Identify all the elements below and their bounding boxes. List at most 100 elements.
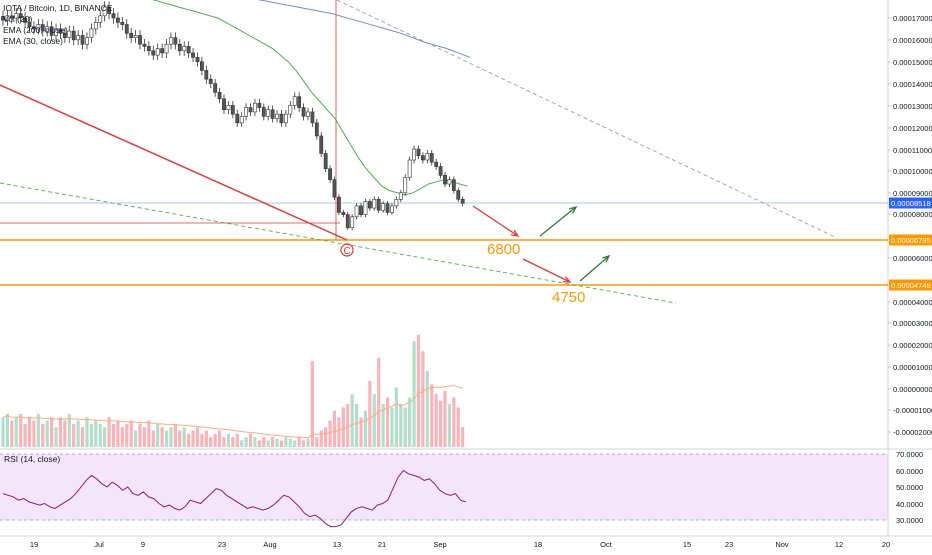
candle-body (27, 22, 32, 28)
volume-bar (438, 400, 443, 447)
time-axis-label: 15 (683, 540, 691, 549)
candle-body (80, 35, 85, 45)
candle-body (155, 48, 160, 56)
marker-c-circle (340, 243, 354, 257)
price-axis-label: 0.00015000 (893, 58, 932, 67)
volume-bar (262, 437, 266, 447)
green-arrow-2 (579, 255, 610, 282)
red-arrow-1 (472, 205, 519, 237)
support-tag-lower-bg (889, 279, 932, 291)
price-axis-label: 0.00006000 (893, 254, 932, 263)
candle-body (226, 105, 231, 111)
volume-bar (151, 430, 155, 447)
volume-bar (355, 404, 359, 447)
candle-body (257, 102, 262, 108)
candle-body (416, 148, 421, 156)
candle-body (164, 43, 169, 54)
volume-bar (1, 417, 5, 447)
rsi-axis-label: 40.0000 (896, 500, 923, 509)
candle-body (85, 37, 89, 45)
candle-body (279, 113, 284, 124)
volume-ma-line (2, 384, 463, 439)
rsi-axis: 70.0000 60.0000 50.0000 40.0000 30.0000 (896, 450, 923, 525)
volume-bar (368, 381, 372, 447)
candle-body (230, 105, 235, 115)
green-arrow-2-head (602, 254, 611, 263)
volume-bar (204, 430, 208, 447)
legend-vol: Vol (20) (3, 14, 33, 24)
candle-body (36, 24, 41, 30)
candle-body (40, 24, 45, 32)
candle-body (248, 107, 253, 113)
candle-body (261, 107, 266, 117)
volume-bar (10, 420, 14, 447)
volume-bar (138, 423, 142, 447)
candle-body (244, 107, 249, 117)
volume-bar (447, 404, 452, 447)
volume-bar (430, 384, 434, 447)
candle-body (328, 168, 332, 180)
candle-body (213, 83, 218, 93)
time-axis-label: 13 (333, 540, 341, 549)
candle-body (310, 111, 315, 124)
green-dashed-trendline (0, 182, 677, 304)
volume-bar (178, 430, 182, 447)
time-axis-label: 21 (378, 540, 386, 549)
candle-body (195, 57, 200, 62)
volume-bar (213, 433, 217, 447)
volume-bar (19, 414, 23, 447)
candle-body (270, 109, 275, 119)
candle-body (45, 26, 50, 32)
candle-body (460, 199, 465, 204)
volume-bar (58, 417, 63, 447)
candle-body (67, 30, 72, 38)
legend-symbol: IOTA / Bitcoin, 1D, BINANCE (3, 3, 113, 13)
volume-bar (156, 423, 160, 447)
candle-body (425, 153, 430, 161)
candle-body (23, 17, 28, 23)
volume-bar (72, 423, 76, 447)
candle-body (301, 107, 306, 117)
candle-body (385, 203, 390, 213)
candle-body (169, 37, 173, 45)
volume-bar (116, 420, 120, 447)
candle-body (429, 153, 434, 163)
candle-body (235, 113, 240, 124)
volume-bar (257, 440, 261, 447)
volume-bar (461, 427, 465, 447)
volume-bar (266, 440, 270, 447)
price-tags: 0.00008518 0.00006795 0.00004749 (889, 197, 932, 291)
candle-body (407, 159, 412, 178)
volume-bar (23, 423, 27, 447)
volume-bar (297, 437, 301, 447)
volume-bar (187, 433, 191, 447)
volume-bar (293, 440, 297, 447)
volume-bar (41, 423, 45, 447)
volume-bar (381, 404, 385, 447)
candle-body (54, 28, 58, 36)
candle-body (58, 28, 63, 34)
volume-bar (98, 423, 102, 447)
volume-bar (50, 417, 54, 447)
volume-bar (337, 417, 341, 447)
volume-bar (45, 420, 49, 447)
volume-bar (306, 438, 310, 447)
candle-body (107, 6, 111, 14)
candle-body (372, 199, 377, 209)
candle-body (62, 32, 67, 38)
volume-bar (85, 417, 89, 447)
volume-bar (284, 437, 288, 447)
support-tag-upper: 0.00006795 (891, 236, 931, 245)
candle-body (32, 26, 36, 30)
volume-bar (226, 433, 231, 447)
red-arrow-1-head (510, 229, 520, 237)
candle-body (319, 135, 324, 154)
red-trendline (0, 84, 348, 241)
volume-bar (191, 430, 195, 447)
candle-body (350, 216, 355, 229)
candle-body (182, 46, 187, 52)
candle-body (208, 78, 213, 84)
volume-bar (359, 417, 363, 447)
rsi-axis-label: 70.0000 (896, 450, 923, 459)
